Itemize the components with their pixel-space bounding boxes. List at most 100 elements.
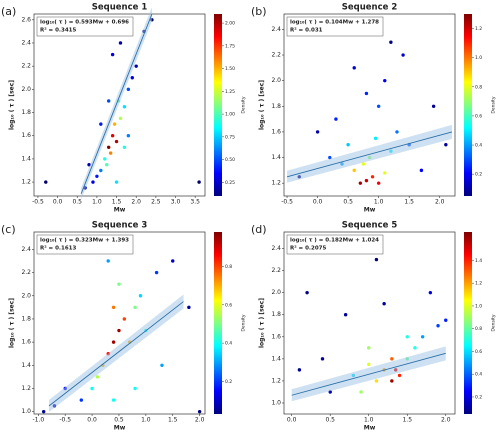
- scatter-point: [95, 375, 100, 379]
- colorbar-label: Density: [491, 96, 497, 113]
- fit-line: [48, 301, 184, 407]
- scatter-point: [328, 155, 332, 160]
- x-tick-label: -1.0: [32, 417, 44, 424]
- fit-line: [286, 131, 453, 178]
- colorbar-tick-label: 2.00: [225, 21, 235, 27]
- scatter-point: [370, 175, 375, 179]
- annotation: R² = 0.2075: [290, 245, 326, 252]
- y-axis-label: log₁₀ ( τ ) [sec]: [259, 298, 266, 348]
- scatter-point: [106, 259, 110, 263]
- y-tick-label: 1.4: [271, 355, 281, 362]
- scatter-point: [373, 136, 378, 141]
- annotation: log₁₀( τ ) = 0.182Mᴡ + 1.024: [290, 238, 379, 244]
- scatter-point: [95, 174, 99, 178]
- scatter-point: [413, 346, 417, 350]
- y-tick-label: 1.6: [271, 333, 281, 340]
- x-axis-label: Mᴡ: [364, 207, 376, 214]
- colorbar-tick-label: 1.25: [225, 89, 235, 95]
- scatter-point: [352, 168, 356, 173]
- x-tick-label: -0.5: [281, 199, 293, 206]
- colorbar-tick-label: 1.0: [475, 303, 482, 309]
- y-tick-label: 2.2: [21, 63, 31, 70]
- panel-title: Sequence 3: [92, 221, 148, 231]
- colorbar-tick-label: 0.8: [475, 84, 482, 90]
- y-axis-label: log₁₀ ( τ ) [sec]: [9, 298, 16, 348]
- scatter-point: [105, 163, 109, 167]
- scatter-point: [90, 386, 94, 391]
- scatter-point: [111, 305, 116, 310]
- colorbar-tick-label: 0.6: [225, 302, 232, 308]
- scatter-point: [118, 116, 123, 121]
- scatter-point: [428, 290, 433, 295]
- scatter-point: [376, 104, 381, 108]
- x-tick-label: 1.5: [404, 199, 414, 206]
- annotation: log₁₀( τ ) = 0.593Mᴡ + 0.696: [40, 20, 129, 26]
- colorbar: [214, 14, 222, 196]
- scatter-point: [376, 181, 381, 185]
- colorbar-label: Density: [241, 96, 247, 113]
- scatter-point: [112, 122, 117, 126]
- scatter-point: [99, 122, 103, 126]
- plot-frame: [33, 231, 206, 415]
- y-tick-label: 1.4: [21, 155, 31, 162]
- scatter-point: [359, 390, 363, 394]
- fit-line: [80, 13, 153, 194]
- y-tick-label: 2.2: [271, 267, 281, 274]
- annotation-box: [36, 234, 134, 255]
- scatter-point: [126, 134, 131, 138]
- x-axis-label: Mᴡ: [114, 207, 126, 214]
- colorbar: [464, 232, 472, 414]
- scatter-point: [197, 409, 202, 414]
- annotation: R² = 0.1613: [40, 245, 76, 252]
- scatter-point: [117, 282, 121, 286]
- x-tick-label: 2.5: [151, 199, 161, 206]
- scatter-point: [383, 171, 387, 175]
- scatter-point: [361, 162, 366, 166]
- y-tick-label: 1.2: [21, 385, 31, 392]
- scatter-point: [44, 180, 48, 184]
- colorbar-tick-label: 0.2: [475, 394, 482, 400]
- x-tick-label: -0.5: [32, 199, 44, 206]
- colorbar-tick-label: 1.0: [475, 55, 482, 61]
- scatter-point: [118, 41, 123, 45]
- annotation: log₁₀( τ ) = 0.104Mᴡ + 1.278: [290, 20, 379, 26]
- x-tick-label: 1.0: [92, 199, 102, 206]
- y-tick-label: 2.0: [21, 86, 31, 93]
- y-axis-label: log₁₀ ( τ ) [sec]: [259, 80, 266, 130]
- scatter-point: [110, 52, 115, 57]
- y-tick-label: 1.4: [271, 154, 281, 161]
- y-tick-label: 2.4: [21, 39, 31, 46]
- scatter-point: [297, 368, 302, 372]
- scatter-point: [99, 168, 103, 173]
- y-tick-label: 1.4: [21, 362, 31, 369]
- x-tick-label: 0.0: [53, 199, 63, 206]
- panel-label: (b): [251, 5, 267, 18]
- y-tick-label: 2.0: [21, 292, 31, 299]
- x-axis-label: Mᴡ: [114, 425, 126, 432]
- scatter-point: [134, 64, 138, 68]
- scatter-point: [108, 151, 113, 155]
- colorbar-tick-label: 0.75: [225, 134, 235, 140]
- x-tick-label: 1.0: [364, 417, 374, 424]
- scatter-point: [364, 178, 369, 183]
- scatter-point: [395, 130, 399, 134]
- y-tick-label: 1.0: [271, 399, 281, 406]
- x-tick-label: 0.0: [313, 199, 323, 206]
- scatter-point: [419, 168, 424, 173]
- x-tick-label: 2.0: [131, 199, 141, 206]
- annotation-box: [286, 234, 384, 255]
- scatter-point: [444, 318, 448, 322]
- panel-title: Sequence 1: [92, 3, 148, 13]
- colorbar-tick-label: 1.4: [475, 258, 482, 264]
- scatter-point: [91, 180, 95, 184]
- y-tick-label: 1.8: [21, 315, 31, 322]
- panel-label: (c): [1, 223, 16, 236]
- scatter-point: [133, 386, 137, 391]
- colorbar-tick-label: 0.50: [225, 157, 235, 163]
- y-tick-label: 1.0: [21, 408, 31, 415]
- scatter-point: [405, 335, 409, 339]
- scatter-point: [117, 328, 121, 333]
- scatter-point: [343, 313, 348, 317]
- x-tick-label: 2.0: [441, 417, 451, 424]
- scatter-point: [111, 398, 116, 402]
